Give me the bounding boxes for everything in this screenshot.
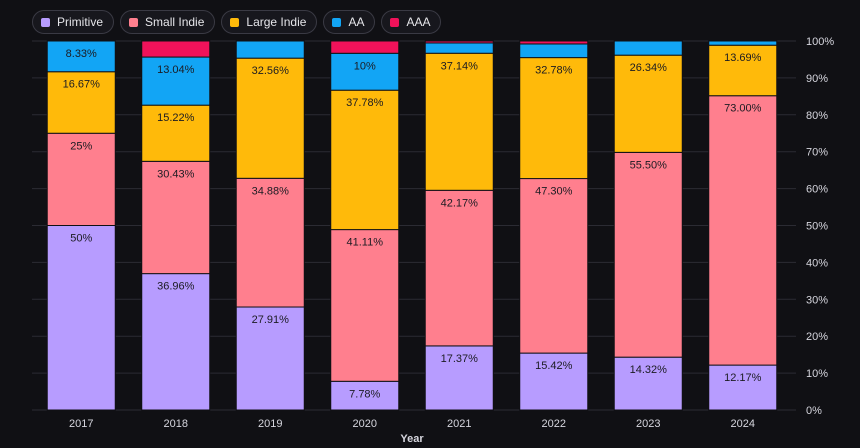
bar-segment-aaa — [141, 40, 211, 58]
bar-segment-aaa — [424, 40, 494, 44]
legend-item-small-indie[interactable]: Small Indie — [120, 10, 216, 34]
x-tick-label: 2021 — [447, 418, 471, 430]
data-label: 42.17% — [441, 197, 479, 209]
legend-item-primitive[interactable]: Primitive — [32, 10, 115, 34]
bar-segment-small-indie — [330, 229, 400, 382]
bar-segment-aaa — [330, 40, 400, 54]
data-label: 26.34% — [630, 62, 668, 74]
bar-segment-aa — [519, 43, 589, 59]
x-tick-label: 2020 — [353, 418, 377, 430]
bar-segment-aa — [330, 52, 400, 91]
data-label: 13.04% — [157, 64, 195, 76]
x-tick-label: 2024 — [731, 418, 755, 430]
data-label: 13.69% — [724, 52, 762, 64]
legend-item-aa[interactable]: AA — [323, 10, 376, 34]
bar-segment-aa — [708, 40, 778, 46]
bar-segment-small-indie — [708, 95, 778, 366]
bar-segment-large-indie — [708, 44, 778, 97]
legend-swatch — [390, 17, 400, 27]
legend-label: AAA — [406, 15, 431, 29]
data-label: 37.78% — [346, 97, 384, 109]
legend-swatch — [129, 17, 139, 27]
x-tick-label: 2017 — [69, 418, 93, 430]
bar-segment-primitive — [519, 352, 589, 411]
bar-segment-large-indie — [519, 57, 589, 180]
legend-label: Primitive — [57, 15, 104, 29]
x-tick-label: 2019 — [258, 418, 282, 430]
chart-legend: Primitive Small Indie Large Indie AA AAA — [32, 10, 442, 34]
bar-segment-primitive — [141, 273, 211, 411]
data-label: 32.56% — [252, 65, 290, 77]
data-label: 12.17% — [724, 372, 762, 384]
bar-segment-small-indie — [519, 178, 589, 354]
data-label: 14.32% — [630, 364, 668, 376]
y-tick-label: 30% — [806, 294, 828, 306]
data-label: 25% — [70, 140, 92, 152]
y-tick-label: 0% — [806, 405, 822, 417]
y-tick-label: 90% — [806, 73, 828, 85]
y-tick-label: 80% — [806, 110, 828, 122]
bar-segment-primitive — [235, 306, 305, 411]
bar-segment-large-indie — [46, 71, 116, 134]
bar-segment-aa — [235, 40, 305, 59]
data-label: 27.91% — [252, 314, 290, 326]
legend-swatch — [332, 17, 342, 27]
data-label: 16.67% — [63, 79, 101, 91]
bar-segment-aa — [613, 40, 683, 56]
data-label: 50% — [70, 233, 92, 245]
x-tick-label: 2022 — [542, 418, 566, 430]
data-label: 55.50% — [630, 159, 668, 171]
data-label: 10% — [354, 60, 376, 72]
y-tick-label: 70% — [806, 147, 828, 159]
data-label: 36.96% — [157, 281, 195, 293]
y-tick-label: 50% — [806, 221, 828, 233]
bar-segment-large-indie — [141, 104, 211, 162]
legend-swatch — [230, 17, 240, 27]
data-label: 47.30% — [535, 186, 573, 198]
data-label: 15.22% — [157, 112, 195, 124]
bar-segment-aa — [46, 40, 116, 73]
bar-segment-small-indie — [235, 177, 305, 308]
bar-segment-primitive — [424, 345, 494, 411]
y-tick-label: 60% — [806, 184, 828, 196]
x-tick-label: 2018 — [164, 418, 188, 430]
data-label: 7.78% — [349, 388, 380, 400]
data-label: 17.37% — [441, 353, 479, 365]
bar-segment-small-indie — [46, 132, 116, 226]
bar-segment-small-indie — [141, 160, 211, 275]
bar-segment-large-indie — [330, 89, 400, 231]
x-tick-label: 2023 — [636, 418, 660, 430]
data-label: 15.42% — [535, 360, 573, 372]
data-label: 32.78% — [535, 65, 573, 77]
legend-label: Large Indie — [246, 15, 307, 29]
bar-segment-aaa — [519, 40, 589, 45]
legend-item-aaa[interactable]: AAA — [381, 10, 442, 34]
bar-segment-large-indie — [613, 54, 683, 153]
data-label: 34.88% — [252, 185, 290, 197]
x-axis-title: Year — [400, 433, 424, 445]
bar-segment-small-indie — [424, 189, 494, 347]
data-label: 8.33% — [66, 48, 97, 60]
data-label: 41.11% — [347, 237, 384, 249]
bar-segment-large-indie — [424, 52, 494, 191]
y-tick-label: 100% — [806, 36, 834, 48]
y-tick-label: 10% — [806, 368, 828, 380]
legend-label: Small Indie — [145, 15, 205, 29]
data-label: 30.43% — [157, 168, 195, 180]
bar-segment-primitive — [46, 225, 116, 411]
data-label: 37.14% — [441, 60, 479, 72]
legend-label: AA — [348, 15, 365, 29]
bar-segment-primitive — [708, 364, 778, 411]
bar-segment-primitive — [330, 380, 400, 411]
bar-segment-aa — [424, 42, 494, 54]
y-tick-label: 20% — [806, 331, 828, 343]
bar-segment-small-indie — [613, 151, 683, 358]
data-label: 73.00% — [724, 103, 762, 115]
y-tick-label: 40% — [806, 257, 828, 269]
legend-swatch — [41, 17, 50, 27]
legend-item-large-indie[interactable]: Large Indie — [221, 10, 318, 34]
